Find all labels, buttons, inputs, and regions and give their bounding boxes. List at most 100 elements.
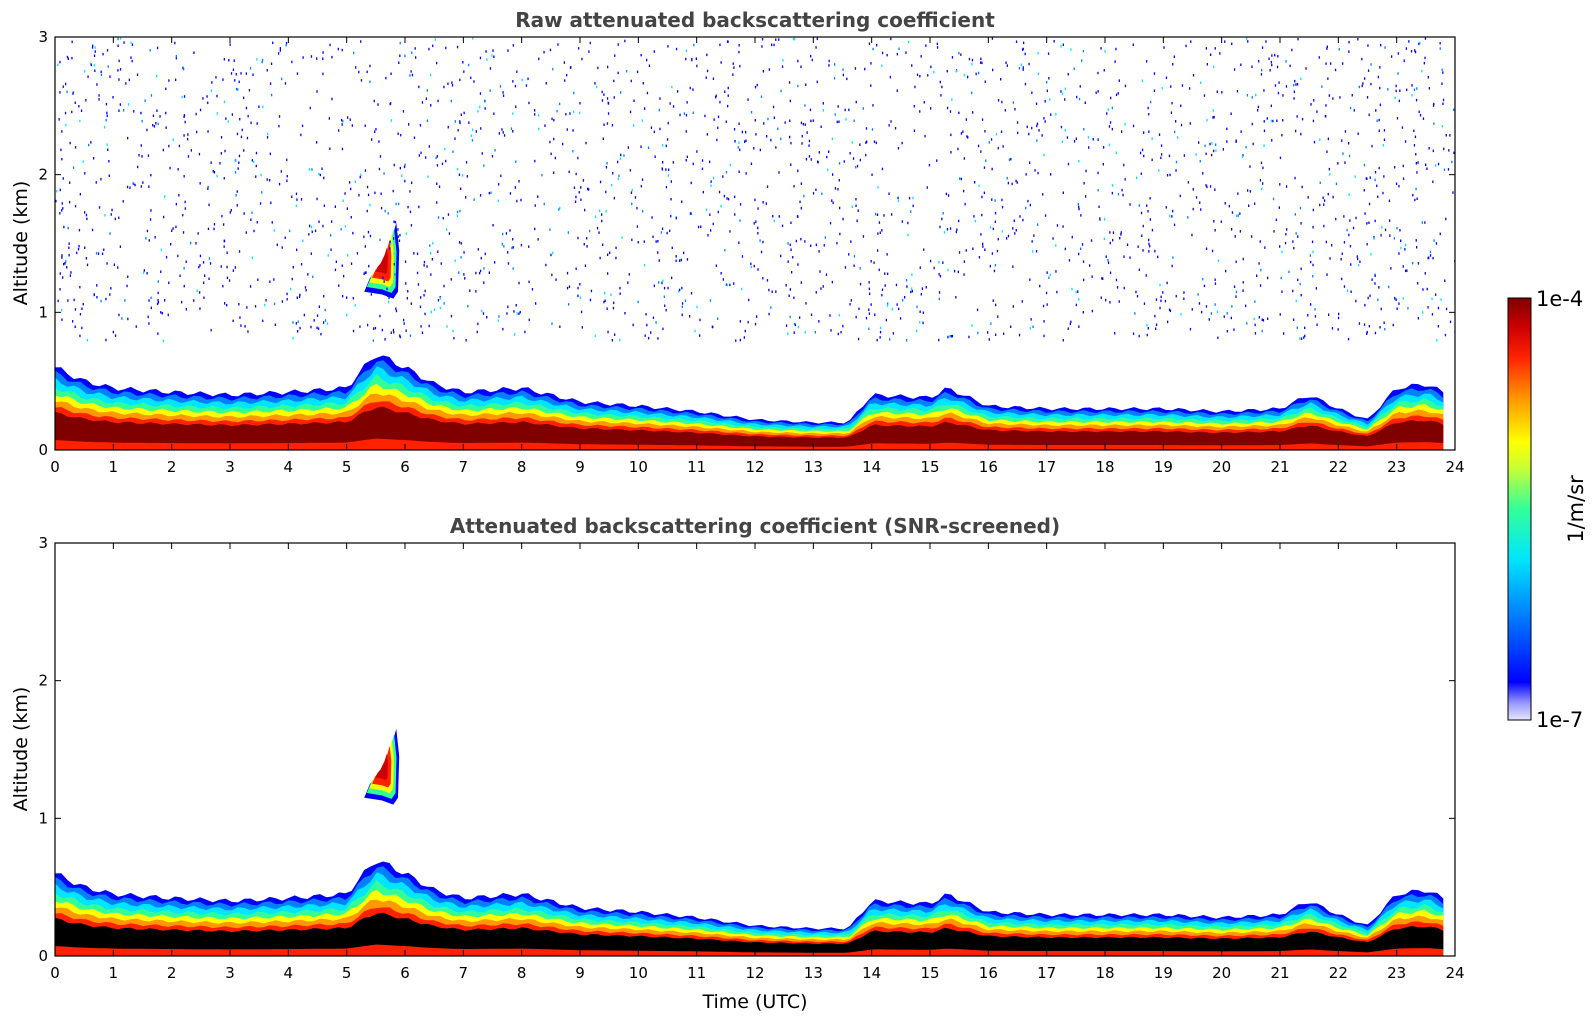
x-tick-label: 4 [284, 458, 294, 476]
noise-speckle [1237, 192, 1239, 195]
noise-speckle [704, 114, 706, 118]
noise-speckle [1452, 191, 1454, 194]
noise-speckle [658, 108, 660, 112]
noise-speckle [1233, 68, 1236, 71]
noise-speckle [160, 270, 162, 273]
noise-speckle [232, 269, 234, 272]
noise-speckle [1370, 82, 1372, 86]
noise-speckle [1148, 113, 1150, 116]
noise-speckle [195, 242, 197, 245]
noise-speckle [105, 297, 107, 301]
noise-speckle [117, 69, 119, 72]
noise-speckle [175, 55, 177, 58]
noise-speckle [335, 260, 337, 263]
noise-speckle [706, 69, 709, 73]
noise-speckle [939, 275, 942, 278]
noise-speckle [1411, 84, 1413, 87]
noise-speckle [773, 43, 775, 47]
noise-speckle [1383, 175, 1385, 178]
noise-speckle [657, 337, 659, 340]
noise-speckle [384, 209, 386, 213]
noise-speckle [790, 141, 792, 145]
noise-speckle [615, 246, 617, 250]
noise-speckle [681, 286, 683, 290]
noise-speckle [183, 284, 185, 288]
noise-speckle [1433, 239, 1435, 242]
noise-speckle [644, 334, 646, 337]
noise-speckle [1259, 179, 1262, 182]
x-tick-label: 17 [1037, 964, 1056, 982]
noise-speckle [428, 324, 430, 328]
noise-speckle [793, 37, 796, 41]
noise-speckle [834, 113, 836, 116]
noise-speckle [418, 154, 420, 157]
colorbar-gradient [1507, 297, 1532, 721]
noise-speckle [224, 302, 226, 305]
noise-speckle [1295, 83, 1297, 86]
noise-speckle [549, 48, 552, 52]
noise-speckle [603, 93, 605, 96]
noise-speckle [199, 264, 201, 267]
noise-speckle [1271, 54, 1273, 57]
noise-speckle [877, 249, 879, 252]
noise-speckle [207, 101, 209, 105]
noise-speckle [607, 112, 610, 115]
noise-speckle [734, 195, 736, 199]
noise-speckle [456, 45, 459, 49]
noise-speckle [121, 317, 123, 320]
noise-speckle [927, 74, 929, 77]
noise-speckle [981, 195, 983, 199]
noise-speckle [943, 231, 946, 234]
noise-speckle [1230, 316, 1232, 320]
noise-speckle [512, 246, 514, 249]
noise-speckle [837, 332, 839, 336]
noise-speckle [1441, 125, 1444, 128]
noise-speckle [553, 171, 555, 174]
noise-speckle [681, 305, 683, 309]
noise-speckle [733, 128, 736, 131]
noise-speckle [377, 103, 379, 106]
noise-speckle [675, 255, 677, 258]
noise-speckle [235, 194, 237, 197]
noise-speckle [1331, 244, 1333, 247]
noise-speckle [1215, 149, 1217, 152]
noise-speckle [1043, 334, 1045, 338]
noise-speckle [1310, 260, 1312, 264]
noise-speckle [308, 233, 310, 236]
noise-speckle [270, 62, 273, 65]
noise-speckle [912, 196, 914, 200]
noise-speckle [210, 89, 213, 92]
noise-speckle [311, 225, 313, 229]
noise-speckle [1217, 336, 1219, 340]
noise-speckle [319, 173, 321, 177]
noise-speckle [951, 98, 953, 101]
noise-speckle [1226, 312, 1228, 315]
noise-speckle [1242, 289, 1244, 292]
noise-speckle [785, 284, 787, 287]
noise-speckle [919, 110, 921, 113]
noise-speckle [784, 121, 786, 124]
noise-speckle [475, 290, 477, 293]
noise-speckle [184, 120, 186, 124]
noise-speckle [1379, 66, 1381, 69]
noise-speckle [977, 144, 980, 148]
noise-speckle [234, 79, 236, 82]
noise-speckle [968, 57, 971, 61]
noise-speckle [996, 249, 999, 253]
noise-speckle [949, 110, 952, 113]
noise-speckle [1415, 162, 1417, 165]
noise-speckle [273, 302, 276, 306]
noise-speckle [238, 161, 240, 164]
noise-speckle [311, 230, 313, 234]
noise-speckle [787, 332, 789, 335]
noise-speckle [393, 237, 395, 240]
noise-speckle [607, 253, 609, 256]
noise-speckle [207, 185, 209, 189]
noise-speckle [1195, 153, 1197, 156]
noise-speckle [981, 61, 983, 65]
noise-speckle [1444, 279, 1446, 282]
noise-speckle [963, 73, 965, 77]
noise-speckle [1279, 156, 1282, 160]
noise-speckle [857, 209, 859, 212]
noise-speckle [286, 179, 288, 182]
